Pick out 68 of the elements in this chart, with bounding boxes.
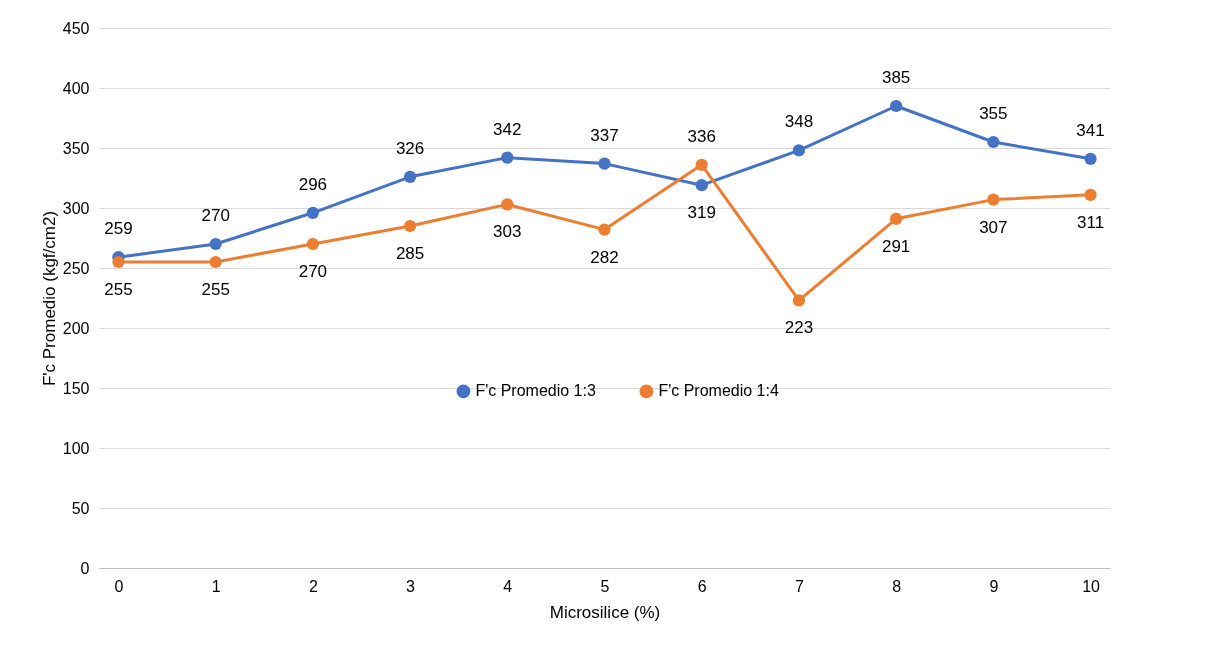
data-label: 307 bbox=[979, 217, 1008, 237]
data-label: 255 bbox=[104, 280, 133, 299]
point bbox=[987, 135, 1000, 149]
point bbox=[792, 144, 806, 157]
point bbox=[987, 193, 1000, 206]
point bbox=[209, 237, 222, 251]
data-label: 348 bbox=[784, 112, 814, 132]
data-label: 385 bbox=[881, 68, 911, 87]
y-tick-label: 200 bbox=[62, 319, 90, 337]
data-label: 337 bbox=[590, 125, 619, 145]
x-tick-label: 8 bbox=[892, 577, 902, 595]
data-label: 282 bbox=[590, 247, 619, 267]
y-axis-title: F'c Promedio (kgf/cm2) bbox=[39, 210, 59, 387]
data-label: 296 bbox=[298, 174, 328, 194]
data-label: 285 bbox=[395, 244, 425, 263]
data-label: 223 bbox=[784, 318, 814, 338]
data-label: 291 bbox=[881, 236, 911, 256]
data-label: 303 bbox=[493, 222, 522, 242]
x-tick-label: 1 bbox=[211, 577, 221, 595]
y-tick-label: 50 bbox=[71, 499, 90, 517]
y-tick-label: 250 bbox=[62, 259, 90, 277]
point bbox=[209, 255, 222, 269]
x-tick-label: 2 bbox=[308, 577, 318, 595]
legend-label: F'c Promedio 1:3 bbox=[475, 382, 596, 400]
point bbox=[890, 212, 903, 225]
data-label: 255 bbox=[201, 280, 230, 299]
data-label: 311 bbox=[1077, 212, 1105, 232]
data-label: 270 bbox=[298, 262, 328, 281]
x-tick-label: 0 bbox=[114, 577, 124, 595]
point bbox=[890, 99, 903, 113]
point bbox=[1084, 152, 1097, 165]
data-label: 319 bbox=[687, 203, 716, 223]
point bbox=[501, 198, 514, 211]
legend-label: F'c Promedio 1:4 bbox=[658, 382, 779, 400]
point bbox=[403, 170, 417, 183]
x-tick-label: 9 bbox=[989, 577, 999, 595]
point bbox=[306, 237, 319, 251]
x-tick-label: 7 bbox=[794, 577, 804, 595]
point bbox=[306, 206, 319, 219]
y-tick-label: 450 bbox=[62, 19, 90, 37]
y-tick-label: 100 bbox=[62, 439, 90, 457]
y-tick-label: 300 bbox=[62, 199, 90, 217]
x-tick-label: 6 bbox=[697, 577, 707, 595]
x-axis-title: Microsilice (%) bbox=[549, 602, 661, 622]
data-label: 336 bbox=[687, 126, 716, 146]
point bbox=[598, 157, 611, 170]
point bbox=[1084, 188, 1097, 201]
x-tick-label: 10 bbox=[1082, 577, 1101, 595]
x-tick-label: 4 bbox=[503, 577, 513, 595]
point bbox=[695, 179, 708, 192]
data-label: 355 bbox=[979, 104, 1008, 123]
data-label: 259 bbox=[104, 219, 133, 239]
x-tick-label: 3 bbox=[406, 577, 416, 595]
point bbox=[695, 158, 708, 171]
y-tick-label: 150 bbox=[62, 379, 90, 397]
x-tick-label: 5 bbox=[600, 577, 610, 595]
y-tick-label: 350 bbox=[62, 139, 90, 157]
data-label: 326 bbox=[395, 138, 425, 158]
y-tick-label: 0 bbox=[80, 559, 90, 577]
point bbox=[598, 223, 611, 236]
point bbox=[403, 219, 417, 233]
data-label: 341 bbox=[1076, 120, 1105, 140]
point bbox=[501, 151, 514, 164]
point bbox=[792, 294, 806, 307]
point bbox=[112, 255, 125, 269]
data-label: 270 bbox=[201, 206, 230, 225]
y-tick-label: 400 bbox=[62, 79, 90, 97]
data-label: 342 bbox=[493, 119, 522, 139]
